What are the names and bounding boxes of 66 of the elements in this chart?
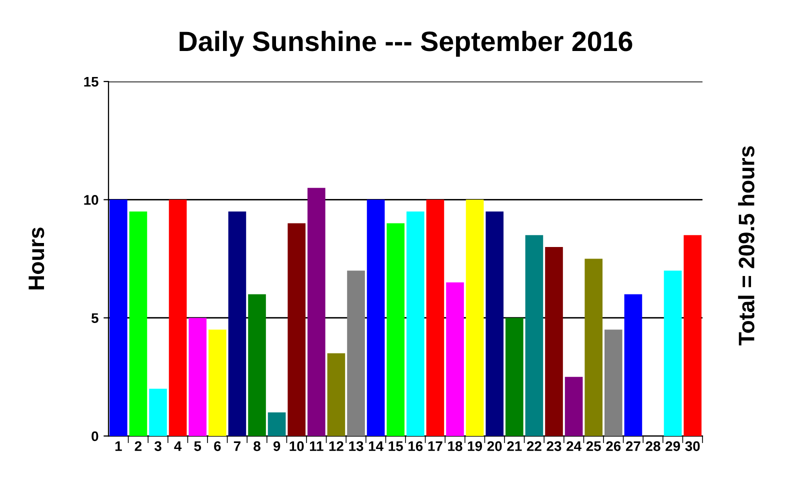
x-tick-label: 21 [507, 441, 522, 451]
x-tick-label: 23 [546, 441, 562, 452]
x-tick-label: 11 [310, 441, 324, 451]
bar [466, 200, 484, 436]
bar [288, 223, 306, 436]
x-tick-label: 30 [685, 441, 700, 452]
x-tick-label: 24 [566, 441, 582, 451]
x-tick-label: 9 [273, 441, 280, 452]
bar [327, 353, 346, 436]
x-tick-label: 3 [154, 441, 162, 452]
bar [109, 200, 128, 436]
bar [129, 211, 148, 436]
bar [406, 211, 424, 436]
bar [386, 223, 405, 436]
x-tick-label: 1 [115, 441, 122, 451]
x-tick-label: 10 [290, 441, 304, 452]
bar [624, 294, 642, 436]
x-tick-label: 25 [586, 441, 601, 452]
text: Total = 209.5 hours [738, 146, 754, 346]
x-tick-label: 28 [646, 441, 660, 452]
x-tick-label: 29 [666, 441, 680, 452]
chart-title: Daily Sunshine --- September 2016 [180, 30, 632, 57]
bar [545, 246, 563, 436]
bar [268, 412, 286, 436]
x-tick-label: 20 [487, 441, 502, 452]
y-tick-label: 5 [91, 313, 98, 324]
bar [486, 211, 504, 436]
x-tick-label: 17 [428, 441, 442, 451]
y-axis-title: Hours [28, 228, 44, 290]
bar [664, 270, 682, 436]
x-tick-label: 6 [214, 441, 221, 452]
x-tick-label: 2 [134, 441, 142, 451]
y-tick-label: 0 [92, 431, 98, 442]
x-tick-label: 19 [468, 441, 482, 452]
y-tick-label: 15 [84, 76, 98, 87]
x-tick-label: 14 [368, 441, 384, 451]
bar [168, 200, 187, 436]
x-tick-label: 22 [526, 441, 542, 451]
bar [505, 318, 524, 436]
x-tick-label: 7 [234, 441, 240, 451]
x-tick-label: 12 [329, 441, 344, 451]
bar [228, 211, 246, 436]
x-tick-label: 8 [254, 441, 260, 452]
bar [426, 200, 444, 436]
x-tick-label: 13 [349, 441, 364, 452]
bar [347, 270, 365, 436]
bar [684, 235, 702, 436]
bar [604, 330, 622, 436]
bar [208, 330, 226, 436]
x-tick-label: 26 [606, 441, 621, 452]
x-tick-label: 18 [448, 441, 462, 452]
x-tick-label: 15 [388, 441, 403, 452]
x-tick-label: 27 [626, 441, 640, 451]
bar [149, 388, 167, 436]
bar [564, 376, 583, 436]
bar [584, 258, 603, 436]
x-tick-label: 16 [408, 441, 423, 452]
x-tick-label: 4 [174, 441, 182, 451]
bar [307, 188, 326, 436]
bar [248, 294, 266, 436]
bar [446, 282, 464, 436]
x-tick-label: 5 [194, 441, 202, 452]
bar [188, 318, 207, 436]
bar [525, 235, 544, 436]
y-tick-label: 10 [84, 195, 98, 205]
bar [366, 200, 385, 436]
